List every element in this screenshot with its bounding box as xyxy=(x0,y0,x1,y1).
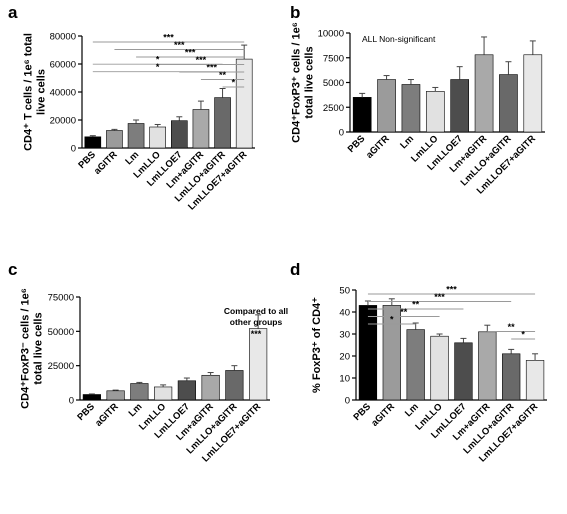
y-axis-label: % FoxP3⁺ of CD4⁺ xyxy=(311,297,323,393)
bar-lmlloe7-plus-agitr xyxy=(523,54,543,133)
significance-stars: * xyxy=(156,62,160,72)
significance-stars: *** xyxy=(251,329,262,339)
significance-stars: * xyxy=(232,78,236,88)
y-tick-label: 5000 xyxy=(323,78,344,89)
category-label: Lm xyxy=(127,401,145,419)
category-label: Lm xyxy=(403,401,421,419)
y-tick-label: 10 xyxy=(339,374,350,385)
y-tick-label: 0 xyxy=(345,396,350,407)
y-axis-label: CD4⁺FoxP3⁻ cells / 1e⁶ xyxy=(20,288,32,409)
y-tick-label: 30 xyxy=(339,330,350,341)
significance-stars: ** xyxy=(219,70,227,80)
significance-stars: * xyxy=(521,330,525,340)
significance-stars: *** xyxy=(434,292,445,302)
y-axis-label: CD4⁺FoxP3⁺ cells / 1e⁶ xyxy=(291,22,303,143)
bar-agitr xyxy=(106,130,123,149)
bar-lmlloe7 xyxy=(177,380,196,401)
significance-stars: ** xyxy=(412,300,420,310)
annotation-note: Compared to all xyxy=(224,306,288,316)
bar-lm xyxy=(406,329,425,401)
y-tick-label: 2500 xyxy=(323,103,344,114)
bar-pbs xyxy=(84,136,102,149)
bar-agitr xyxy=(106,390,125,401)
bar-lm-plus-agitr xyxy=(192,109,210,149)
significance-stars: *** xyxy=(174,40,185,50)
panel-c: c 0 25000 50000 75000 CD4⁺FoxP3⁻ cells / 1e⁶ t… xyxy=(8,260,288,465)
y-tick-label: 25000 xyxy=(48,361,74,372)
bar-lmllo xyxy=(149,126,166,149)
y-tick-label: 0 xyxy=(69,396,74,407)
panel-letter: d xyxy=(290,260,300,279)
y-axis-label: total live cells xyxy=(304,46,316,118)
y-tick-label: 20 xyxy=(339,352,350,363)
y-tick-label: 60000 xyxy=(50,60,76,71)
y-axis-label: total live cells xyxy=(33,312,45,384)
bar-lmllo-plus-agitr xyxy=(214,97,231,149)
bar-lmlloe7-plus-agitr xyxy=(249,328,268,401)
y-tick-label: 7500 xyxy=(323,53,344,64)
bar-pbs xyxy=(82,394,101,401)
y-axis-label: CD4⁺ T cells / 1e⁶ total xyxy=(23,33,35,151)
y-tick-label: 40000 xyxy=(50,88,76,99)
bar-lmllo-plus-agitr xyxy=(499,74,518,133)
panel-b: b 0 2500 5000 7500 10000 CD4⁺FoxP3⁺ cells / 1e… xyxy=(290,3,545,197)
significance-stars: *** xyxy=(446,285,457,295)
significance-stars: *** xyxy=(185,48,196,58)
bar-lmllo-plus-agitr xyxy=(502,353,521,401)
category-label: PBS xyxy=(346,133,368,155)
y-axis-label: live cells xyxy=(36,69,48,115)
bar-lmllo xyxy=(430,335,449,401)
y-tick-label: 80000 xyxy=(50,32,76,43)
bar-pbs xyxy=(352,97,372,133)
significance-stars: * xyxy=(390,315,394,325)
bar-pbs xyxy=(358,305,378,401)
panel-a: a 0 20000 40000 60000 80000 CD4⁺ T cells / 1e⁶… xyxy=(8,3,255,213)
bar-lm-plus-agitr xyxy=(474,54,494,133)
panel-letter: b xyxy=(290,3,300,22)
y-tick-label: 0 xyxy=(339,128,344,139)
y-tick-label: 40 xyxy=(339,308,350,319)
bar-lmlloe7 xyxy=(171,120,188,149)
bar-lmllo xyxy=(154,386,173,401)
category-label: aGITR xyxy=(93,401,121,429)
bar-lmlloe7-plus-agitr xyxy=(525,360,545,401)
bar-lm-plus-agitr xyxy=(478,331,497,401)
bar-lmlloe7 xyxy=(454,342,473,401)
y-tick-label: 10000 xyxy=(318,29,344,40)
category-label: aGITR xyxy=(364,133,392,161)
significance-stars: *** xyxy=(196,55,207,65)
bar-lm-plus-agitr xyxy=(201,374,220,401)
bar-agitr xyxy=(377,79,396,133)
significance-stars: * xyxy=(156,55,160,65)
significance-stars: *** xyxy=(206,63,217,73)
annotation-note: ALL Non-significant xyxy=(362,34,436,44)
significance-stars: ** xyxy=(400,307,408,317)
y-tick-label: 50000 xyxy=(48,327,74,338)
y-tick-label: 0 xyxy=(71,144,76,155)
significance-stars: ** xyxy=(508,322,516,332)
bar-lmllo xyxy=(425,91,445,133)
panel-letter: a xyxy=(8,3,18,22)
y-tick-label: 75000 xyxy=(48,293,74,304)
panel-letter: c xyxy=(8,260,17,279)
category-label: aGITR xyxy=(92,149,120,177)
y-tick-label: 50 xyxy=(339,286,350,297)
bar-lm xyxy=(127,123,145,149)
bar-lmlloe7 xyxy=(450,79,470,133)
bar-lm xyxy=(130,383,149,401)
category-label: Lm xyxy=(398,133,416,151)
bar-lmllo-plus-agitr xyxy=(225,370,244,401)
category-label: aGITR xyxy=(369,401,397,429)
annotation-note: other groups xyxy=(230,317,283,327)
bar-lm xyxy=(401,84,421,133)
y-tick-label: 20000 xyxy=(50,116,76,127)
significance-stars: *** xyxy=(163,33,174,43)
